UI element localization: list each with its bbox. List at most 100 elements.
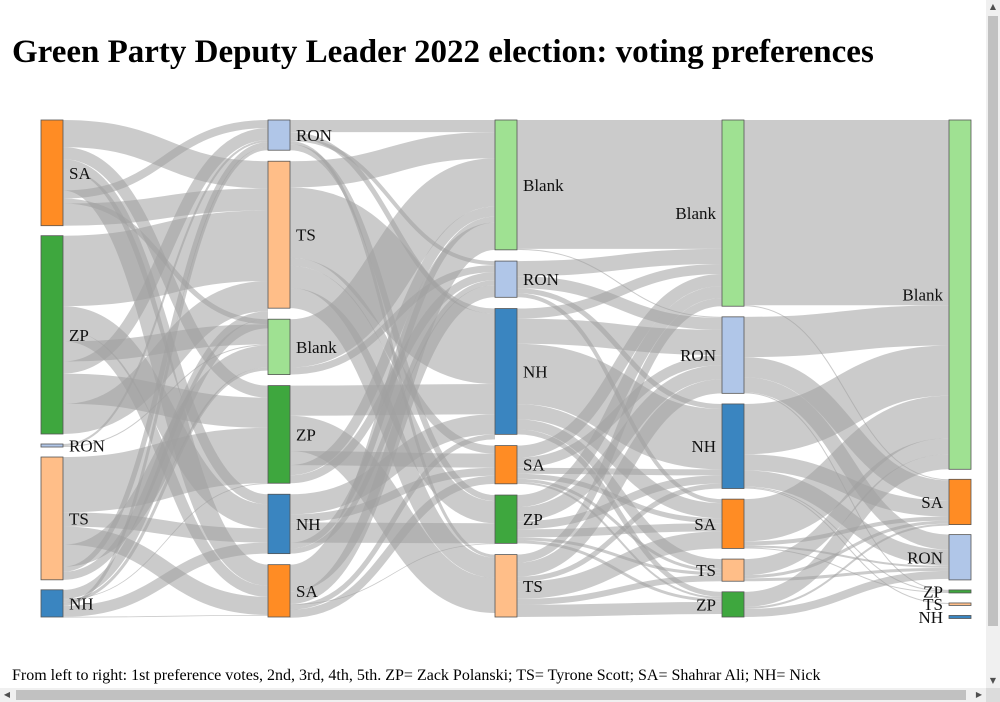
link-ZP-to-Blank[interactable] [743,454,950,607]
link-RON-to-RON[interactable] [62,140,269,447]
link-NH-to-SA[interactable] [516,404,723,519]
link-TS-to-SA[interactable] [516,531,723,599]
link-TS-to-RON[interactable] [743,567,950,582]
node-5-nh[interactable] [948,615,972,619]
link-SA-to-Blank[interactable] [516,274,723,458]
link-ZP-to-NH[interactable] [516,475,723,530]
link-NH-to-Blank[interactable] [743,345,950,455]
link-TS-to-ZP[interactable] [516,601,723,617]
node-3-blank[interactable] [494,119,518,251]
node-3-zp[interactable] [494,494,518,544]
link-TS-to-NH[interactable] [516,483,723,582]
node-3-nh[interactable] [494,308,518,435]
node-5-ron[interactable] [948,534,972,581]
link-NH-to-NH[interactable] [289,414,496,515]
link-TS-to-SA[interactable] [289,257,496,454]
link-RON-to-SA[interactable] [743,357,950,501]
link-TS-to-Blank[interactable] [289,132,496,188]
node-2-zp[interactable] [267,385,291,484]
scrollbar-corner [986,688,1000,702]
link-NH-to-RON[interactable] [516,318,723,356]
link-SA-to-Blank[interactable] [743,395,950,542]
link-ZP-to-SA[interactable] [743,523,950,609]
page: Green Party Deputy Leader 2022 election:… [12,34,972,684]
link-SA-to-RON[interactable] [62,119,269,199]
scroll-up-icon[interactable]: ▲ [989,2,997,11]
link-NH-to-NH[interactable] [62,542,269,617]
link-RON-to-Blank[interactable] [62,344,269,448]
link-SA-to-SA[interactable] [289,475,496,618]
link-SA-to-TS[interactable] [62,119,269,189]
link-ZP-to-ZP[interactable] [62,373,269,428]
link-ZP-to-Blank[interactable] [289,206,496,476]
node-1-ts[interactable] [40,456,64,581]
node-label-2-nh: NH [296,515,321,534]
node-2-sa[interactable] [267,564,291,618]
link-NH-to-Blank[interactable] [516,263,723,319]
vertical-scroll-thumb[interactable] [988,16,998,626]
node-2-ts[interactable] [267,160,291,309]
link-NH-to-SA[interactable] [62,614,269,618]
link-TS-to-RON[interactable] [62,142,269,572]
link-TS-to-TS[interactable] [62,311,269,580]
link-NH-to-RON[interactable] [62,147,269,606]
node-4-nh[interactable] [721,403,745,489]
node-4-sa[interactable] [721,498,745,549]
link-RON-to-RON[interactable] [516,276,723,330]
node-4-zp[interactable] [721,591,745,618]
link-TS-to-NH[interactable] [62,512,269,543]
link-ZP-to-TS[interactable] [288,415,497,613]
link-Blank-to-RON[interactable] [289,265,496,375]
horizontal-scroll-thumb[interactable] [16,690,966,700]
link-RON-to-Blank[interactable] [516,248,723,277]
node-1-nh[interactable] [40,589,64,618]
node-2-ron[interactable] [267,119,291,151]
node-5-blank[interactable] [948,119,972,470]
link-NH-to-Blank[interactable] [62,367,269,603]
link-TS-to-RON[interactable] [516,379,723,577]
scroll-left-icon[interactable]: ◀ [3,690,11,699]
link-TS-to-TS[interactable] [516,575,723,605]
link-RON-to-Blank[interactable] [743,305,950,358]
link-TS-to-SA[interactable] [743,520,950,579]
link-NH-to-SA[interactable] [289,467,496,523]
node-3-ron[interactable] [494,260,518,298]
node-5-sa[interactable] [948,478,972,526]
link-NH-to-TS[interactable] [516,419,723,570]
link-TS-to-Blank[interactable] [516,298,723,563]
link-NH-to-ZP[interactable] [62,483,269,600]
link-SA-to-Blank[interactable] [288,222,497,592]
node-3-sa[interactable] [494,445,518,485]
scroll-down-icon[interactable]: ▼ [989,676,997,685]
link-SA-to-NH[interactable] [289,434,496,610]
node-4-blank[interactable] [721,119,745,307]
horizontal-scrollbar[interactable]: ◀ ▶ [0,688,986,702]
node-label-2-ts: TS [296,226,316,245]
link-SA-to-RON[interactable] [743,545,950,568]
node-label-3-zp: ZP [523,510,543,529]
node-5-zp[interactable] [948,589,972,594]
node-label-5-zp: ZP [923,582,943,601]
link-SA-to-TS[interactable] [62,188,269,226]
scroll-right-icon[interactable]: ▶ [975,690,983,699]
node-2-nh[interactable] [267,493,291,555]
node-1-zp[interactable] [40,235,64,435]
link-ZP-to-Blank[interactable] [516,286,723,508]
node-4-ts[interactable] [721,558,745,582]
link-TS-to-Blank[interactable] [743,438,950,576]
node-3-ts[interactable] [494,554,518,618]
node-2-blank[interactable] [267,318,291,375]
node-5-ts[interactable] [948,602,972,606]
node-4-ron[interactable] [721,316,745,394]
link-SA-to-ZP[interactable] [743,547,950,593]
link-ZP-to-RON[interactable] [743,570,950,618]
link-SA-to-RON[interactable] [516,355,723,468]
link-SA-to-RON[interactable] [289,285,496,604]
node-1-ron[interactable] [40,443,64,448]
vertical-scrollbar[interactable]: ▲ ▼ [986,0,1000,688]
link-Blank-to-Blank[interactable] [288,158,497,368]
link-ZP-to-RON[interactable] [62,128,269,374]
node-1-sa[interactable] [40,119,64,227]
link-ZP-to-RON[interactable] [516,365,723,522]
link-ZP-to-NH[interactable] [62,306,269,529]
